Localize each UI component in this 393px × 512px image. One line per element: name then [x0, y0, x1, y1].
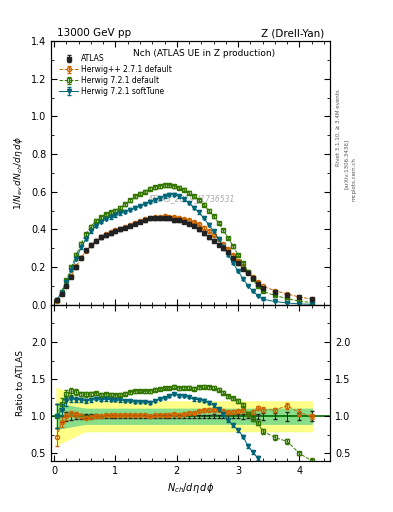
Text: Z (Drell-Yan): Z (Drell-Yan): [261, 28, 325, 38]
Text: 13000 GeV pp: 13000 GeV pp: [57, 28, 131, 38]
X-axis label: $N_{ch}/d\eta\,d\phi$: $N_{ch}/d\eta\,d\phi$: [167, 481, 214, 495]
Text: [arXiv:1306.3436]: [arXiv:1306.3436]: [344, 139, 349, 189]
Y-axis label: Ratio to ATLAS: Ratio to ATLAS: [16, 350, 25, 416]
Text: Rivet 3.1.10, ≥ 3.4M events: Rivet 3.1.10, ≥ 3.4M events: [336, 90, 341, 166]
Text: Nch (ATLAS UE in Z production): Nch (ATLAS UE in Z production): [134, 49, 275, 58]
Legend: ATLAS, Herwig++ 2.7.1 default, Herwig 7.2.1 default, Herwig 7.2.1 softTune: ATLAS, Herwig++ 2.7.1 default, Herwig 7.…: [58, 53, 174, 97]
Text: mcplots.cern.ch: mcplots.cern.ch: [352, 157, 357, 201]
Y-axis label: $1/N_{ev}\,dN_{ch}/d\eta\,d\phi$: $1/N_{ev}\,dN_{ch}/d\eta\,d\phi$: [12, 136, 25, 210]
Text: ATLAS_2019_I1736531: ATLAS_2019_I1736531: [147, 194, 234, 203]
